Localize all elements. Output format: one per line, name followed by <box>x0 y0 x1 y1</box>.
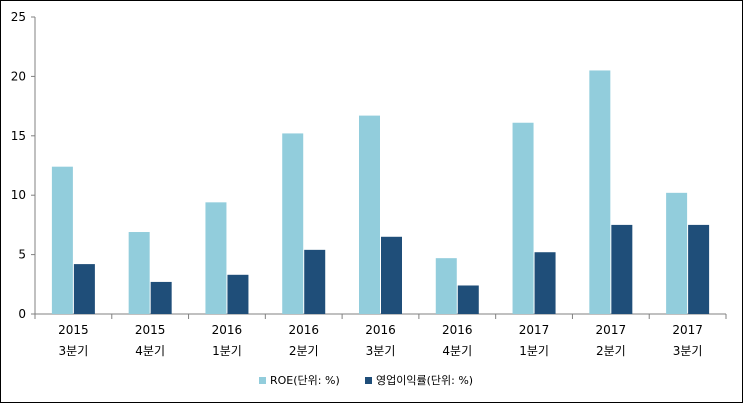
x-tick-label-year: 2016 <box>442 323 473 337</box>
y-tick-label: 20 <box>11 69 26 83</box>
x-tick-label-quarter: 3분기 <box>366 344 396 358</box>
x-tick-label-quarter: 1분기 <box>519 344 549 358</box>
x-tick-label-quarter: 2분기 <box>289 344 319 358</box>
x-tick-label-year: 2015 <box>58 323 89 337</box>
legend-item-operating-margin: 영업이익률(단위: %) <box>376 374 473 387</box>
legend-swatch <box>259 377 266 384</box>
bar-operating-margin <box>688 224 710 314</box>
y-tick-label: 0 <box>18 307 26 321</box>
x-tick-label-year: 2017 <box>596 323 627 337</box>
bar-roe <box>128 232 150 314</box>
y-tick-label: 5 <box>18 248 26 262</box>
legend-swatch <box>365 377 372 384</box>
x-tick-label-year: 2017 <box>672 323 703 337</box>
y-tick-label: 25 <box>11 10 26 24</box>
bar-roe <box>589 70 611 315</box>
x-tick-label-quarter: 1분기 <box>212 344 242 358</box>
bar-operating-margin <box>534 252 556 314</box>
bar-roe <box>666 192 688 314</box>
x-tick-label-quarter: 2분기 <box>596 344 626 358</box>
x-tick-label-quarter: 3분기 <box>59 344 89 358</box>
y-tick-label: 15 <box>11 129 26 143</box>
bar-operating-margin <box>73 264 95 314</box>
bar-operating-margin <box>227 274 249 314</box>
bar-roe <box>512 122 534 315</box>
bar-roe <box>435 258 457 314</box>
bar-operating-margin <box>457 285 479 314</box>
y-tick-label: 10 <box>11 188 26 202</box>
legend-item-roe: ROE(단위: %) <box>270 374 340 387</box>
bar-operating-margin <box>611 224 633 314</box>
x-tick-label-year: 2016 <box>288 323 319 337</box>
bar-operating-margin <box>150 281 172 314</box>
x-tick-label-quarter: 3분기 <box>673 344 703 358</box>
x-tick-label-year: 2015 <box>135 323 166 337</box>
bar-operating-margin <box>381 236 402 314</box>
x-tick-label-quarter: 4분기 <box>135 344 165 358</box>
bar-operating-margin <box>304 249 326 314</box>
bar-roe <box>51 166 73 314</box>
x-tick-label-year: 2016 <box>212 323 243 337</box>
bar-roe <box>359 115 380 314</box>
x-tick-label-year: 2017 <box>519 323 550 337</box>
bar-roe <box>205 202 227 314</box>
x-tick-label-year: 2016 <box>365 323 396 337</box>
x-tick-label-quarter: 4분기 <box>442 344 472 358</box>
bar-roe <box>282 133 304 314</box>
